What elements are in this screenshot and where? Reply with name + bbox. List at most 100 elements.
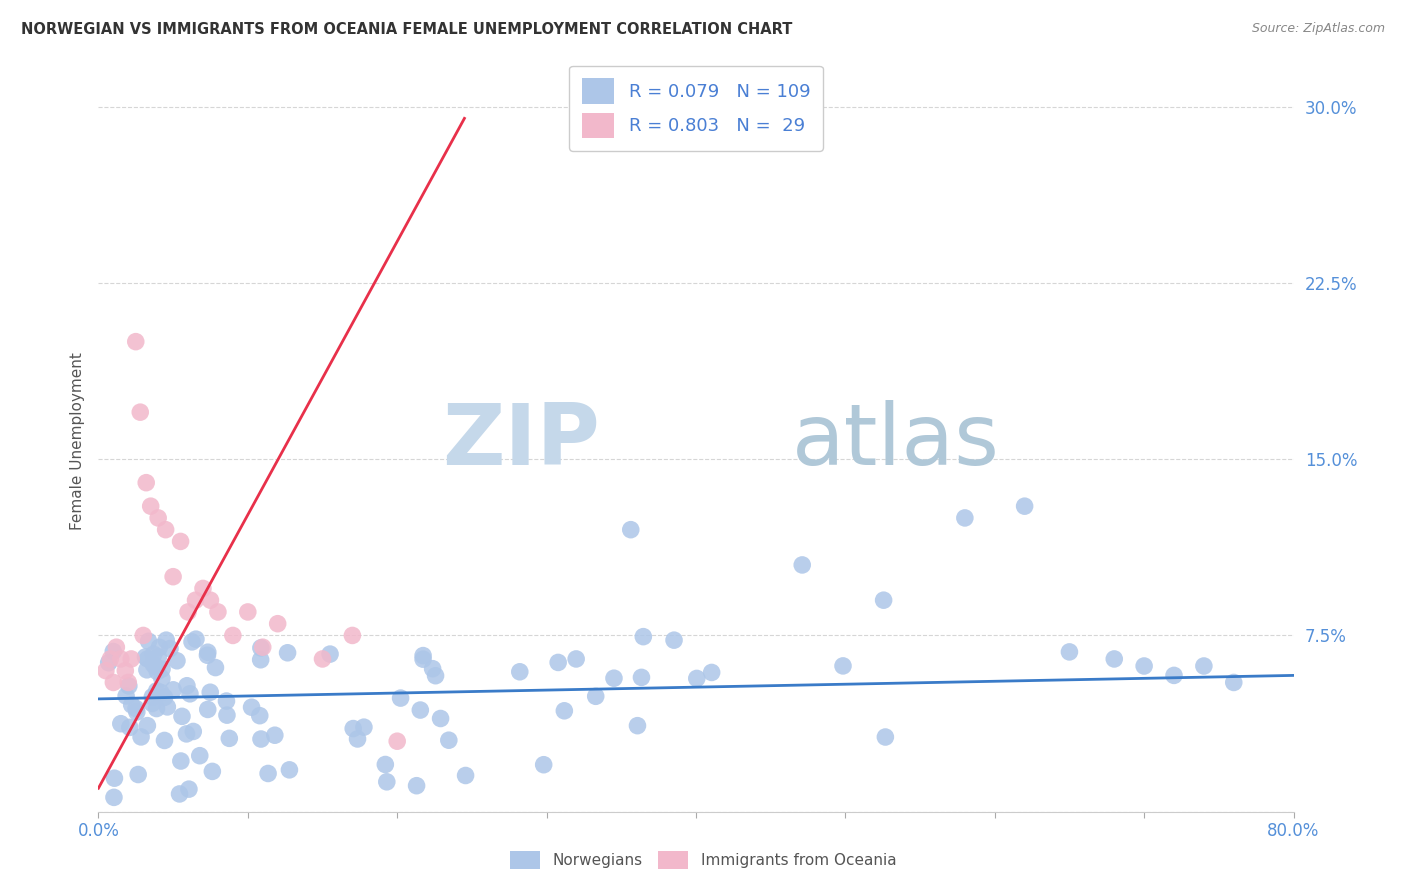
Point — [375, 774, 398, 789]
Point — [129, 730, 152, 744]
Point — [222, 628, 245, 642]
Point — [200, 685, 222, 699]
Point — [169, 787, 191, 801]
Point — [176, 679, 198, 693]
Point — [1163, 668, 1185, 682]
Point — [197, 645, 219, 659]
Point — [170, 754, 193, 768]
Point — [249, 653, 271, 667]
Point — [1059, 645, 1081, 659]
Point — [97, 656, 120, 670]
Point — [201, 764, 224, 779]
Point — [141, 697, 163, 711]
Text: atlas: atlas — [792, 400, 1000, 483]
Point — [547, 656, 569, 670]
Point — [117, 675, 139, 690]
Point — [150, 662, 173, 676]
Point — [125, 701, 148, 715]
Point — [139, 499, 162, 513]
Point — [150, 672, 173, 686]
Point — [633, 630, 655, 644]
Point — [110, 716, 132, 731]
Point — [277, 646, 299, 660]
Point — [138, 634, 160, 648]
Point — [121, 698, 143, 712]
Point — [103, 644, 125, 658]
Point — [125, 334, 148, 349]
Point — [278, 763, 301, 777]
Point — [135, 475, 157, 490]
Point — [263, 728, 285, 742]
Point — [162, 570, 184, 584]
Point — [603, 671, 626, 685]
Legend: R = 0.079   N = 109, R = 0.803   N =  29: R = 0.079 N = 109, R = 0.803 N = 29 — [569, 66, 823, 151]
Point — [184, 632, 207, 647]
Point — [134, 649, 156, 664]
Point — [129, 405, 152, 419]
Point — [353, 720, 375, 734]
Point — [374, 757, 396, 772]
Point — [405, 779, 427, 793]
Point — [236, 605, 259, 619]
Point — [153, 733, 176, 747]
Point — [156, 699, 179, 714]
Point — [872, 593, 894, 607]
Point — [118, 679, 141, 693]
Point — [110, 652, 132, 666]
Point — [342, 722, 364, 736]
Point — [170, 709, 193, 723]
Point — [120, 652, 142, 666]
Point — [626, 719, 648, 733]
Point — [135, 663, 157, 677]
Point — [832, 659, 855, 673]
Point — [409, 703, 432, 717]
Point — [437, 733, 460, 747]
Point — [412, 648, 434, 663]
Point — [215, 694, 238, 708]
Point — [197, 648, 219, 663]
Point — [553, 704, 575, 718]
Point — [177, 782, 200, 797]
Point — [142, 648, 165, 662]
Point — [204, 660, 226, 674]
Point — [953, 511, 976, 525]
Point — [136, 652, 159, 666]
Point — [346, 731, 368, 746]
Point — [565, 652, 588, 666]
Point — [191, 582, 214, 596]
Point — [700, 665, 723, 680]
Point — [162, 682, 184, 697]
Point — [125, 705, 148, 719]
Point — [200, 593, 222, 607]
Point — [218, 731, 240, 746]
Point — [215, 708, 238, 723]
Point — [145, 701, 167, 715]
Point — [155, 633, 177, 648]
Point — [1104, 652, 1126, 666]
Point — [169, 534, 191, 549]
Point — [389, 691, 412, 706]
Point — [166, 654, 188, 668]
Point — [143, 659, 166, 673]
Point — [1133, 659, 1156, 673]
Point — [686, 672, 709, 686]
Point — [1223, 675, 1246, 690]
Point — [146, 665, 169, 679]
Point — [412, 652, 434, 666]
Point — [425, 669, 447, 683]
Point — [342, 628, 364, 642]
Point — [311, 652, 333, 666]
Point — [149, 685, 172, 699]
Text: ZIP: ZIP — [443, 400, 600, 483]
Point — [145, 684, 167, 698]
Point — [207, 605, 229, 619]
Point — [141, 690, 163, 704]
Point — [136, 719, 159, 733]
Point — [148, 650, 170, 665]
Point — [105, 640, 128, 655]
Point — [533, 757, 555, 772]
Point — [875, 730, 897, 744]
Point — [132, 628, 155, 642]
Point — [114, 664, 136, 678]
Point — [454, 768, 477, 782]
